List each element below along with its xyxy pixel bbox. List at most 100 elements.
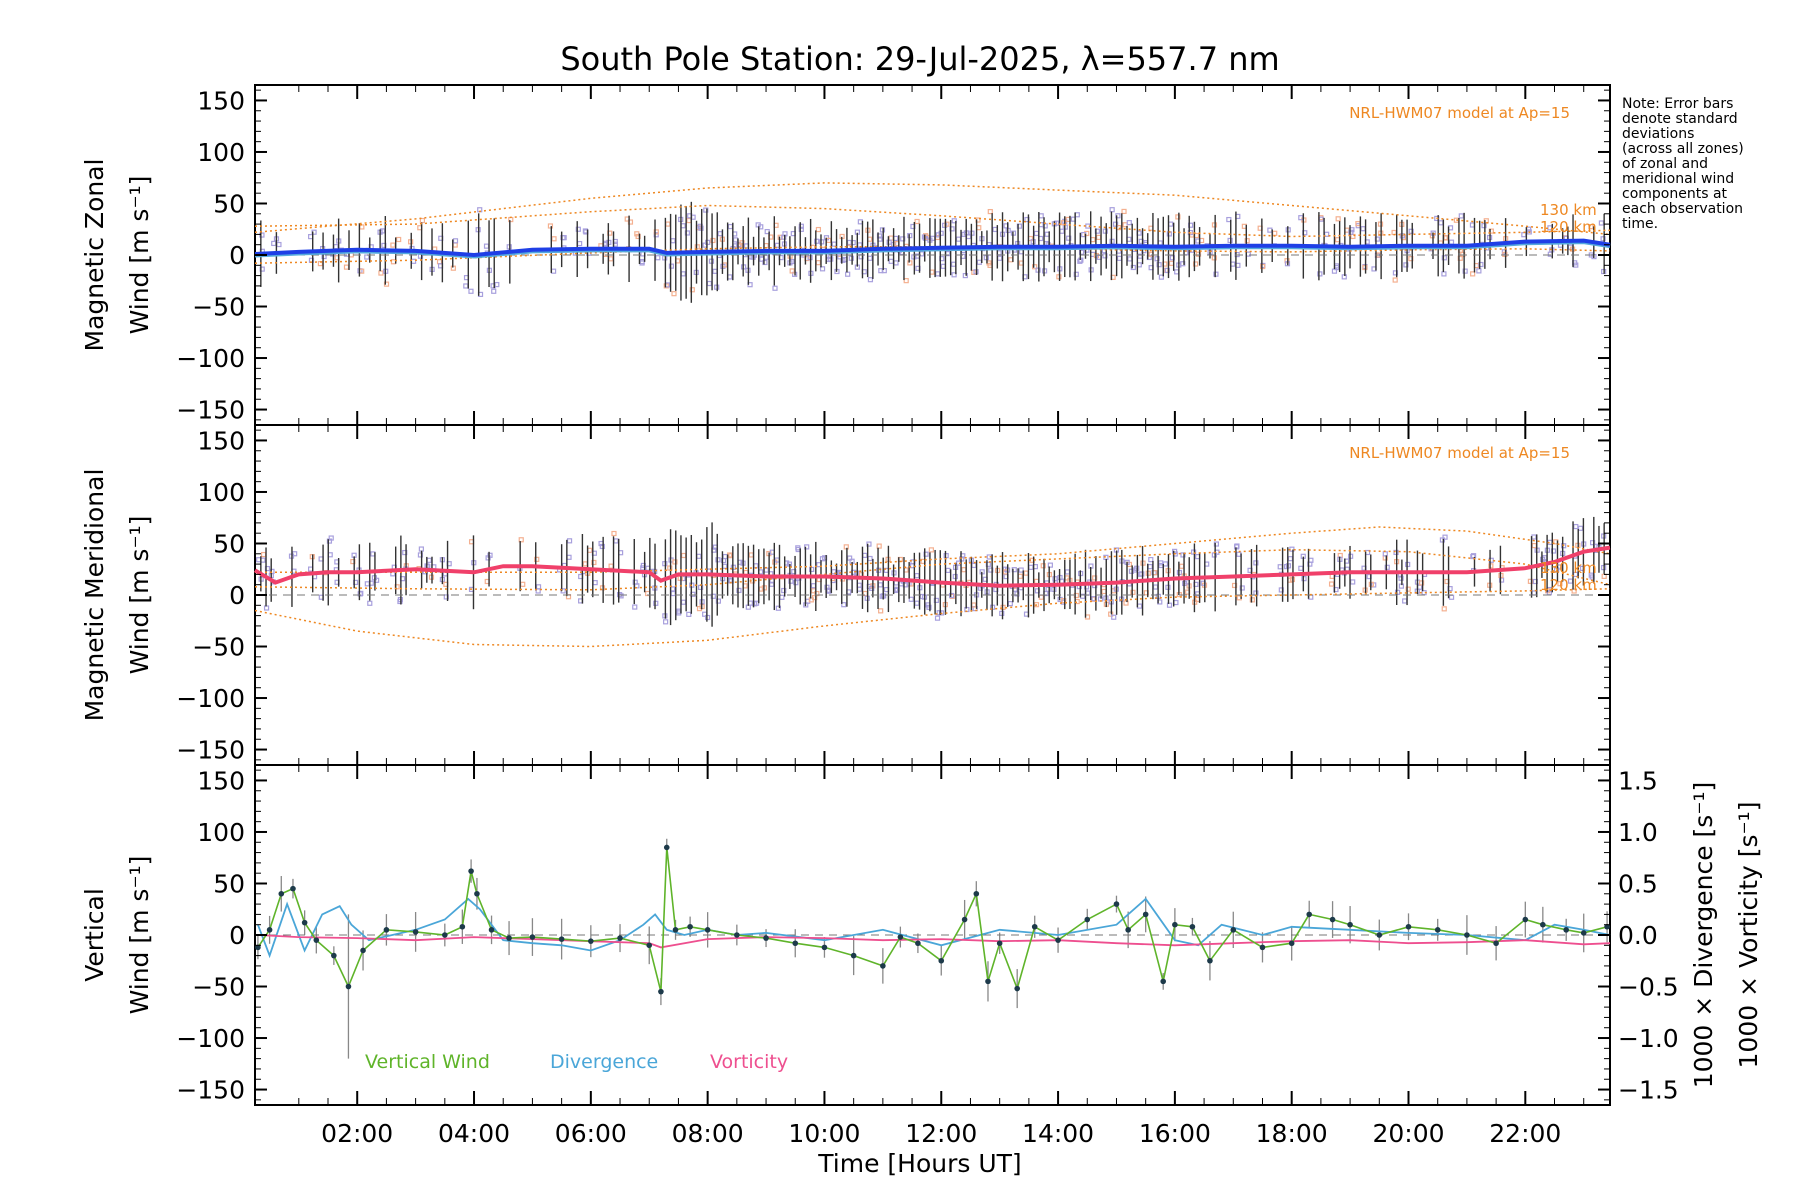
scatter-point — [703, 207, 709, 213]
scatter-point — [781, 587, 787, 594]
scatter-point — [1554, 567, 1560, 573]
scatter-point — [1175, 214, 1181, 220]
y-tick-label: −150 — [176, 1076, 245, 1105]
scatter-point — [1092, 575, 1098, 581]
scatter-point — [1073, 271, 1079, 277]
model-curve — [254, 588, 1611, 648]
vertical-wind-point — [1230, 927, 1237, 933]
scatter-point — [1174, 269, 1180, 275]
y-tick-label: 150 — [197, 86, 245, 115]
scatter-point — [1226, 216, 1232, 223]
scatter-point — [463, 283, 469, 289]
scatter-point — [1438, 220, 1444, 226]
scatter-point — [1066, 235, 1072, 241]
vertical-wind-point — [313, 937, 320, 943]
scatter-point — [1395, 589, 1401, 595]
scatter-point — [681, 552, 687, 559]
scatter-point — [850, 239, 856, 246]
scatter-point — [1478, 261, 1484, 268]
scatter-point — [260, 551, 267, 558]
y-tick-label: −100 — [176, 684, 245, 713]
scatter-point — [1166, 602, 1173, 608]
vertical-wind-point — [1125, 927, 1131, 933]
scatter-point — [938, 610, 945, 616]
scatter-point — [686, 217, 692, 224]
vertical-wind-point — [1522, 916, 1529, 923]
scatter-point — [326, 538, 333, 544]
scatter-point — [1102, 253, 1108, 259]
scatter-point — [1392, 270, 1399, 276]
scatter-point — [1014, 591, 1020, 597]
scatter-point — [862, 552, 868, 558]
scatter-point — [1458, 213, 1464, 219]
scatter-point — [383, 281, 390, 287]
vertical-wind-point — [301, 919, 308, 926]
note-line: Note: Error bars — [1622, 96, 1733, 112]
meridional-model-label: NRL-HWM07 model at Ap=15 — [1349, 444, 1570, 462]
vertical-wind-point — [459, 923, 466, 930]
scatter-point — [1018, 567, 1024, 573]
scatter-point — [1579, 565, 1586, 571]
scatter-point — [1007, 601, 1013, 607]
scatter-point — [758, 586, 765, 592]
scatter-point — [789, 268, 795, 274]
scatter-point — [1064, 569, 1071, 575]
scatter-point — [1331, 268, 1338, 274]
meridional-mean-line — [253, 545, 1611, 588]
model-curve — [254, 548, 1611, 591]
scatter-point — [1045, 586, 1051, 592]
scatter-point — [1531, 590, 1537, 596]
scatter-point — [1249, 597, 1255, 603]
right-y-tick-label: 0.0 — [1618, 921, 1658, 950]
scatter-point — [1526, 229, 1532, 235]
scatter-point — [560, 235, 566, 241]
scatter-point — [1061, 598, 1067, 604]
vertical-wind-point — [1160, 978, 1167, 985]
scatter-point — [951, 218, 957, 224]
scatter-point — [1139, 571, 1145, 577]
scatter-point — [684, 230, 691, 236]
scatter-point — [1601, 573, 1607, 579]
scatter-layer — [256, 207, 1607, 625]
vertical-wind-point — [290, 885, 296, 892]
scatter-point — [798, 226, 804, 232]
vorticity-right-label: 1000 × Vorticity [s⁻¹] — [1734, 802, 1763, 1069]
scatter-point — [1350, 579, 1356, 585]
scatter-point — [736, 587, 742, 594]
scatter-point — [1284, 258, 1290, 264]
vertical-wind-point — [1288, 940, 1295, 947]
scatter-point — [1308, 594, 1314, 600]
scatter-point — [900, 236, 906, 242]
scatter-point — [256, 557, 262, 563]
scatter-point — [1192, 261, 1199, 267]
scatter-point — [1123, 600, 1129, 606]
scatter-point — [566, 538, 573, 544]
scatter-point — [1126, 220, 1132, 226]
scatter-point — [608, 563, 614, 569]
vertical-wind-point — [1113, 901, 1120, 907]
legend-divergence: Divergence — [550, 1051, 658, 1073]
note-line: (across all zones) — [1622, 141, 1744, 157]
vertical-wind-point — [646, 942, 653, 949]
scatter-point — [1502, 251, 1508, 257]
scatter-point — [639, 258, 645, 265]
scatter-point — [893, 235, 899, 242]
scatter-point — [577, 240, 583, 247]
scatter-point — [867, 555, 873, 562]
scatter-point — [992, 226, 998, 233]
vertical-wind-point — [1376, 932, 1383, 938]
scatter-point — [1360, 226, 1366, 232]
vertical-wind-point — [1259, 944, 1266, 951]
scatter-point — [1023, 570, 1029, 576]
y-tick-label: −100 — [176, 344, 245, 373]
scatter-point — [1577, 525, 1584, 531]
vertical-wind-point — [1031, 923, 1038, 930]
vertical-wind-point — [1189, 923, 1196, 930]
vertical-wind-point — [763, 935, 769, 941]
y-tick-label: 100 — [197, 138, 245, 167]
scatter-point — [869, 585, 875, 591]
scatter-point — [1442, 534, 1448, 540]
vertical-wind-point — [331, 952, 337, 959]
scatter-point — [1239, 585, 1245, 591]
scatter-point — [367, 600, 373, 606]
